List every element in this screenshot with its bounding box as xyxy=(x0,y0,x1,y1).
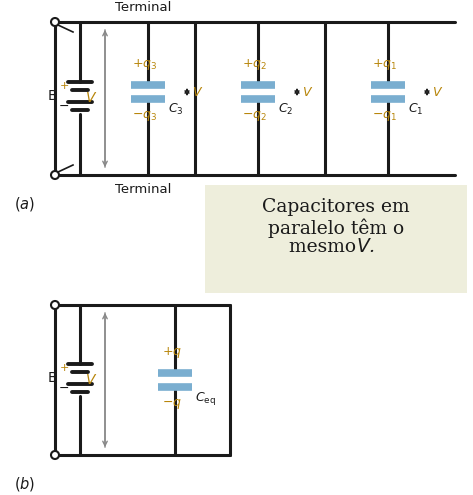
Text: mesmo: mesmo xyxy=(289,238,363,256)
FancyBboxPatch shape xyxy=(205,185,467,293)
Text: $V$: $V$ xyxy=(432,86,443,99)
Text: $V$: $V$ xyxy=(192,86,203,99)
Text: $V$: $V$ xyxy=(302,86,313,99)
Text: $+q$: $+q$ xyxy=(162,345,182,360)
Text: $V$: $V$ xyxy=(85,373,97,387)
Text: $(b)$: $(b)$ xyxy=(14,475,35,493)
Text: paralelo têm o: paralelo têm o xyxy=(268,218,404,238)
Text: $+q_1$: $+q_1$ xyxy=(372,57,398,72)
Text: −: − xyxy=(59,99,69,112)
Text: Terminal: Terminal xyxy=(115,1,171,14)
Circle shape xyxy=(51,171,59,179)
Text: $-q_1$: $-q_1$ xyxy=(372,109,398,123)
Circle shape xyxy=(51,451,59,459)
Text: $C_\mathrm{eq}$: $C_\mathrm{eq}$ xyxy=(195,390,216,407)
Text: $+q_2$: $+q_2$ xyxy=(243,57,268,72)
Text: $-q_3$: $-q_3$ xyxy=(132,109,158,123)
Text: +: + xyxy=(59,81,69,91)
Circle shape xyxy=(51,18,59,26)
Text: +: + xyxy=(59,363,69,373)
Text: $C_2$: $C_2$ xyxy=(278,102,293,117)
Text: $-q_2$: $-q_2$ xyxy=(243,109,268,123)
Circle shape xyxy=(51,301,59,309)
Text: $+q_3$: $+q_3$ xyxy=(132,57,158,72)
Text: $C_1$: $C_1$ xyxy=(408,102,423,117)
Text: −: − xyxy=(59,382,69,395)
Text: Terminal: Terminal xyxy=(115,183,171,196)
Text: $(a)$: $(a)$ xyxy=(14,195,35,213)
Text: $C_3$: $C_3$ xyxy=(168,102,184,117)
Text: $V$.: $V$. xyxy=(357,238,376,256)
Text: $-q$: $-q$ xyxy=(162,397,182,411)
Text: Capacitores em: Capacitores em xyxy=(262,198,410,216)
Text: B: B xyxy=(47,89,57,103)
Text: B: B xyxy=(47,371,57,385)
Text: $V$: $V$ xyxy=(85,91,97,105)
